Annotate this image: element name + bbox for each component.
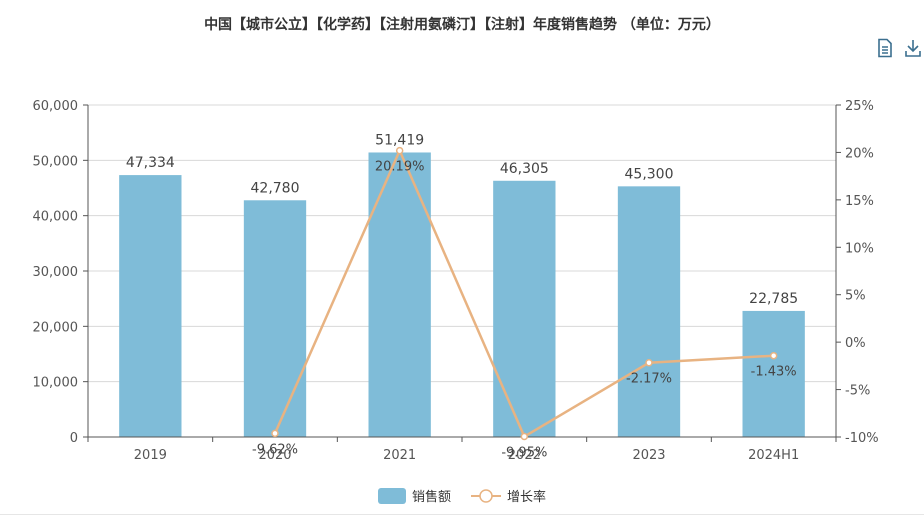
right-axis-tick-label: 10%: [845, 241, 874, 256]
growth-value-label: -2.17%: [626, 372, 672, 387]
bar-value-label: 46,305: [500, 161, 549, 177]
bar-value-label: 51,419: [375, 132, 424, 148]
document-icon[interactable]: [876, 38, 894, 58]
left-axis-tick-label: 20,000: [33, 320, 79, 335]
bar-value-label: 45,300: [625, 166, 674, 182]
bar[interactable]: [243, 200, 307, 437]
chart-area: 0 10,000 20,000 30,000 40,000 50,000 60,000 -10…: [33, 99, 879, 463]
chart-title: 中国【城市公立】【化学药】【注射用氨磷汀】【注射】年度销售趋势 （单位：万元）: [204, 17, 720, 33]
bar-value-label: 22,785: [749, 291, 798, 307]
left-axis-tick-label: 40,000: [33, 210, 79, 225]
growth-value-label: -9.62%: [252, 442, 298, 457]
right-axis-tick-label: -5%: [845, 384, 870, 399]
x-axis-tick-label: 2023: [632, 448, 665, 463]
legend-item-growth[interactable]: 增长率: [471, 486, 546, 505]
legend-item-sales[interactable]: 销售额: [377, 486, 451, 505]
x-axis-tick-label: 2020: [258, 448, 291, 463]
x-axis-tick-label: 2022: [508, 448, 541, 463]
right-axis-tick-label: 0%: [845, 336, 866, 351]
left-axis-tick-label: 0: [70, 431, 78, 446]
download-icon[interactable]: [904, 38, 922, 58]
growth-point[interactable]: [395, 146, 404, 155]
bar-value-label: 42,780: [251, 180, 300, 196]
right-axis-tick-label: 20%: [845, 146, 874, 161]
growth-value-label: 20.19%: [375, 160, 425, 175]
growth-value-label: -9.95%: [501, 446, 547, 461]
legend-bar-swatch: [377, 487, 406, 504]
x-axis-tick-label: 2019: [134, 448, 167, 463]
bar[interactable]: [493, 180, 556, 438]
growth-point[interactable]: [271, 429, 279, 438]
legend-label-growth: 增长率: [507, 490, 547, 505]
right-axis-tick-label: 15%: [845, 194, 874, 209]
legend-label-sales: 销售额: [411, 490, 451, 505]
left-axis-tick-label: 60,000: [33, 99, 79, 114]
right-axis-tick-label: 5%: [845, 289, 866, 304]
right-axis-tick-label: -10%: [845, 431, 879, 446]
legend-line-swatch: [471, 488, 501, 503]
left-axis-tick-label: 50,000: [33, 154, 79, 169]
growth-point[interactable]: [769, 351, 778, 360]
growth-value-label: -1.43%: [751, 365, 797, 380]
growth-point[interactable]: [645, 358, 653, 367]
left-axis-tick-label: 10,000: [33, 376, 79, 391]
x-axis-tick-label: 2021: [383, 448, 416, 463]
bar[interactable]: [119, 175, 182, 437]
bar[interactable]: [617, 186, 681, 437]
left-axis-tick-label: 30,000: [33, 265, 79, 280]
right-axis-tick-label: 25%: [845, 99, 874, 114]
bar[interactable]: [368, 152, 431, 437]
x-axis-tick-label: 2024H1: [748, 448, 799, 463]
bar-value-label: 47,334: [126, 155, 175, 171]
bar[interactable]: [742, 310, 805, 437]
growth-point[interactable]: [520, 432, 529, 441]
legend: 销售额 增长率: [0, 486, 924, 505]
bottom-divider: [0, 514, 924, 515]
